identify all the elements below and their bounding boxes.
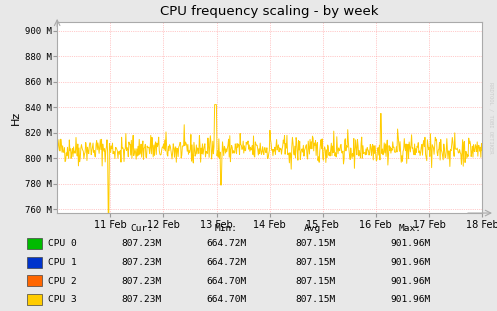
Text: 807.15M: 807.15M: [296, 295, 335, 304]
Y-axis label: Hz: Hz: [10, 110, 20, 124]
Text: Cur:: Cur:: [130, 224, 153, 233]
Title: CPU frequency scaling - by week: CPU frequency scaling - by week: [161, 5, 379, 18]
Text: 807.23M: 807.23M: [122, 295, 162, 304]
Text: 807.23M: 807.23M: [122, 258, 162, 267]
Text: RRDTOOL / TOBI OETIKER: RRDTOOL / TOBI OETIKER: [489, 82, 494, 154]
Text: Min:: Min:: [215, 224, 238, 233]
Text: CPU 1: CPU 1: [48, 258, 77, 267]
Text: 901.96M: 901.96M: [390, 258, 430, 267]
Text: 807.23M: 807.23M: [122, 277, 162, 285]
Text: 807.15M: 807.15M: [296, 258, 335, 267]
Text: 664.72M: 664.72M: [206, 258, 246, 267]
FancyBboxPatch shape: [27, 257, 42, 267]
FancyBboxPatch shape: [27, 238, 42, 249]
Text: 664.72M: 664.72M: [206, 239, 246, 248]
Text: 901.96M: 901.96M: [390, 295, 430, 304]
Text: CPU 3: CPU 3: [48, 295, 77, 304]
Text: Avg:: Avg:: [304, 224, 327, 233]
Text: 664.70M: 664.70M: [206, 277, 246, 285]
Text: 664.70M: 664.70M: [206, 295, 246, 304]
FancyBboxPatch shape: [27, 294, 42, 305]
Text: CPU 2: CPU 2: [48, 277, 77, 285]
Text: 807.15M: 807.15M: [296, 239, 335, 248]
Text: 807.23M: 807.23M: [122, 239, 162, 248]
Text: 901.96M: 901.96M: [390, 239, 430, 248]
Text: 807.15M: 807.15M: [296, 277, 335, 285]
Text: 901.96M: 901.96M: [390, 277, 430, 285]
Text: Max:: Max:: [399, 224, 421, 233]
Text: CPU 0: CPU 0: [48, 239, 77, 248]
FancyBboxPatch shape: [27, 275, 42, 286]
